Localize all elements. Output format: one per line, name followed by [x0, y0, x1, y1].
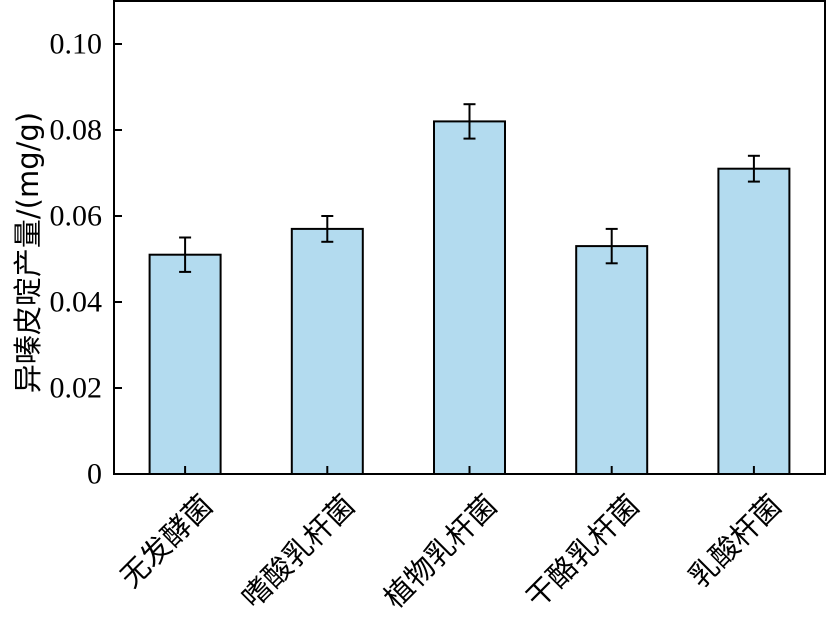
error-bar-4	[605, 227, 618, 265]
bar-3	[433, 120, 506, 476]
error-bar-3	[463, 103, 476, 140]
bar-1	[148, 253, 222, 475]
y-tick-label-1: 0	[87, 458, 102, 491]
error-bar-5	[747, 154, 760, 183]
y-tick-label-2: 0.02	[50, 372, 103, 405]
error-bar-1	[179, 236, 192, 273]
x-tick-label-2: 嗜酸乳杆菌	[235, 488, 362, 615]
bar-5	[717, 167, 791, 475]
error-bar-2	[321, 215, 334, 243]
y-tick-label-4: 0.06	[50, 200, 103, 233]
x-axis-ticks: 无发酵菌 嗜酸乳杆菌 植物乳杆菌 干酪乳杆菌 乳酸杆菌	[113, 466, 788, 615]
x-tick-label-4: 干酪乳杆菌	[519, 488, 646, 615]
y-axis-ticks: 0 0.02 0.04 0.06 0.08 0.10	[50, 28, 122, 491]
bar-4	[575, 245, 649, 475]
error-bar-group	[179, 103, 760, 273]
bar-group	[148, 120, 791, 476]
y-tick-label-6: 0.10	[50, 28, 103, 61]
bar-2	[290, 227, 364, 475]
x-tick-label-1: 无发酵菌	[113, 488, 219, 594]
y-axis-title: 异嗪皮啶产量/(mg/g)	[11, 112, 45, 393]
x-tick-label-3: 植物乳杆菌	[377, 488, 504, 615]
y-tick-label-3: 0.04	[50, 286, 103, 319]
y-tick-label-5: 0.08	[50, 114, 103, 147]
x-tick-label-5: 乳酸杆菌	[682, 488, 788, 594]
